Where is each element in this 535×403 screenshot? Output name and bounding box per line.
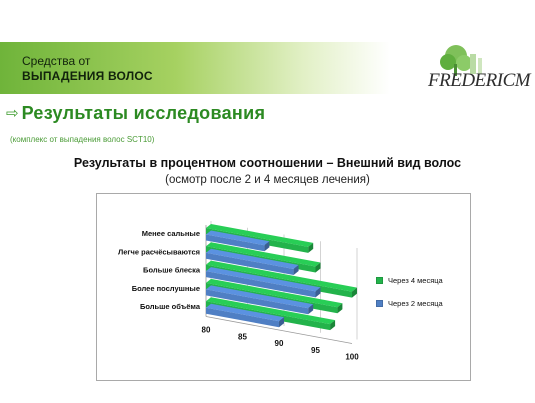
header-band — [0, 42, 390, 94]
bar-end-1-3 — [308, 304, 314, 315]
x-tick-label-0: 80 — [202, 326, 211, 335]
bar-top-1-4 — [206, 303, 284, 322]
x-tick-label-4: 100 — [345, 353, 359, 362]
floor-front-edge — [205, 316, 353, 344]
chart-title: Результаты в процентном соотношении – Вн… — [73, 156, 462, 170]
legend-label-0: Через 4 месяца — [388, 276, 443, 285]
chart-legend: Через 4 месяца Через 2 месяца — [376, 275, 443, 321]
bar-1-3 — [206, 289, 309, 315]
tree-logo-icon — [440, 45, 482, 76]
bar-end-0-4 — [330, 320, 336, 331]
legend-swatch-0 — [376, 277, 383, 284]
legend-item-0: Через 4 месяца — [376, 275, 443, 286]
bar-top-0-3 — [206, 278, 343, 308]
bar-top-1-2 — [206, 267, 321, 292]
bar-top-0-1 — [206, 242, 321, 267]
legend-label-1: Через 2 месяца — [388, 299, 443, 308]
bar-top-0-0 — [206, 224, 314, 247]
legend-swatch-1 — [376, 300, 383, 307]
logo-wordmark: FREDERICM — [428, 70, 531, 91]
section-title: Результаты исследования — [21, 103, 266, 123]
section-heading: ⇨ Результаты исследования — [6, 103, 265, 124]
bar-end-0-2 — [352, 287, 357, 298]
header-title: Средства от ВЫПАДЕНИЯ ВОЛОС — [22, 54, 153, 84]
bar-end-1-0 — [264, 241, 270, 252]
bar-top-0-4 — [206, 297, 336, 325]
bar-1-0 — [206, 234, 265, 252]
bar-end-0-1 — [315, 262, 321, 273]
header-line-2: ВЫПАДЕНИЯ ВОЛОС — [22, 69, 153, 83]
category-label-2: Больше блеска — [143, 266, 201, 275]
bar-1-4 — [206, 307, 279, 328]
category-label-1: Легче расчёсываются — [118, 247, 200, 256]
bar-top-0-2 — [206, 260, 357, 292]
bar-end-0-0 — [308, 242, 314, 253]
x-tick-label-1: 85 — [238, 332, 247, 341]
legend-item-1: Через 2 месяца — [376, 298, 443, 309]
hollow-arrow-icon: ⇨ — [6, 105, 19, 122]
category-label-4: Больше объёма — [140, 302, 201, 311]
chart-subtitle: (осмотр после 2 и 4 месяцев лечения) — [165, 174, 370, 186]
x-tick-label-3: 95 — [311, 346, 320, 355]
bar-end-1-4 — [279, 317, 284, 328]
bar-top-1-3 — [206, 285, 314, 309]
bar-end-1-1 — [293, 265, 299, 275]
bar-end-0-3 — [337, 303, 343, 314]
x-tick-label-2: 90 — [275, 339, 284, 348]
header-line-1: Средства от — [22, 54, 91, 68]
bar-top-1-1 — [206, 248, 299, 269]
section-note: (комплекс от выпадения волос SCT10) — [10, 135, 155, 144]
category-label-3: Более послушные — [132, 284, 200, 293]
bar-top-1-0 — [206, 230, 270, 246]
bar-1-1 — [206, 252, 294, 275]
bar-end-1-2 — [315, 287, 321, 298]
category-label-0: Менее сальные — [142, 229, 200, 238]
bar-1-2 — [206, 271, 316, 298]
